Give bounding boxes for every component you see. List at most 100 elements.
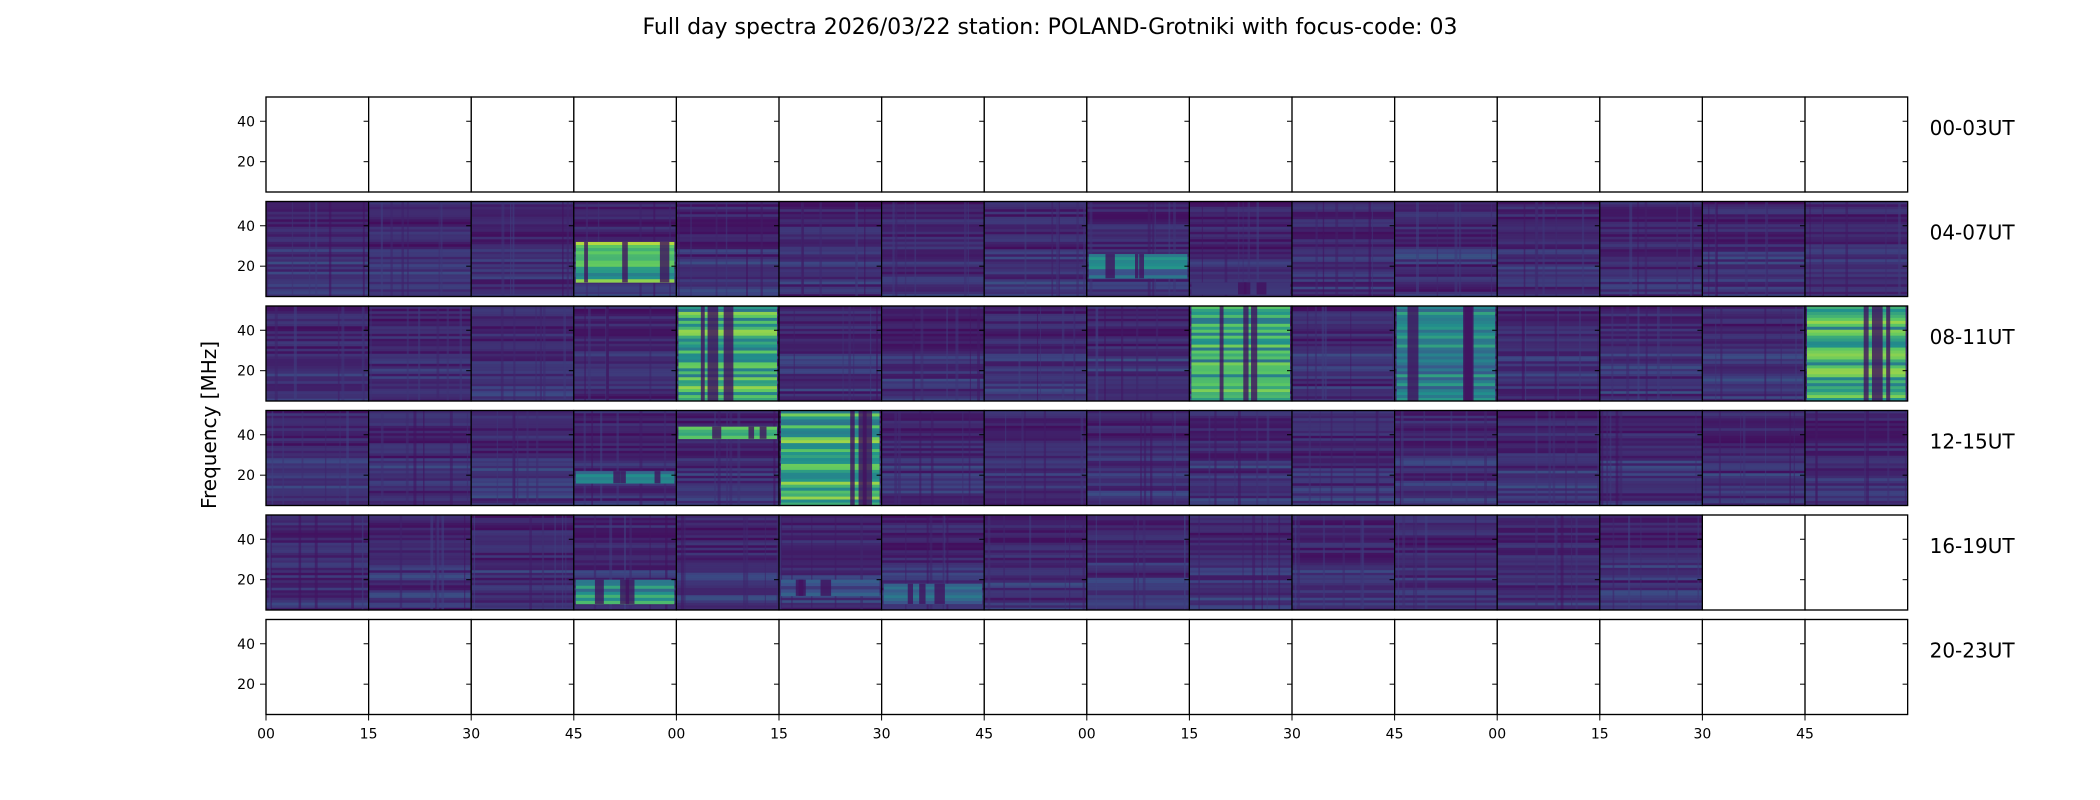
spectrum-band bbox=[471, 517, 574, 521]
spectrum-band bbox=[1394, 540, 1498, 543]
spectrum-band bbox=[1086, 201, 1190, 205]
spectrum-band bbox=[471, 328, 574, 332]
time-streak bbox=[977, 306, 980, 401]
x-tick-label: 30 bbox=[1693, 727, 1711, 743]
spectrum-band bbox=[1292, 393, 1395, 397]
spectrum-band bbox=[471, 450, 574, 454]
spectrum-band bbox=[368, 572, 472, 576]
spectrum-band bbox=[266, 410, 369, 414]
spectrum-band bbox=[1805, 241, 1908, 245]
spectrum-band bbox=[1599, 607, 1703, 611]
burst-cell bbox=[1807, 347, 1906, 351]
spectrum-band bbox=[1805, 244, 1908, 247]
spectrum-band bbox=[368, 269, 472, 272]
spectrum-band bbox=[1702, 393, 1805, 397]
spectrum-band bbox=[779, 597, 882, 601]
time-streak bbox=[894, 410, 898, 506]
spectrum-band bbox=[881, 254, 985, 257]
spectrum-band bbox=[1292, 425, 1395, 429]
spectrum-band bbox=[1805, 271, 1908, 275]
spectrum-band bbox=[881, 515, 985, 518]
spectrum-band bbox=[1805, 425, 1908, 429]
spectrum-band bbox=[1086, 448, 1190, 451]
spectrum-band bbox=[471, 378, 574, 382]
burst-cell bbox=[1807, 314, 1906, 319]
panel-frame bbox=[1291, 618, 1396, 716]
burst-cell bbox=[1396, 359, 1496, 363]
time-streak bbox=[1261, 515, 1263, 610]
spectrum-panel bbox=[1599, 618, 1704, 716]
spectrum-band bbox=[984, 254, 1087, 257]
row-frame bbox=[265, 305, 1909, 402]
spectrum-band bbox=[1292, 358, 1395, 362]
spectrum-band bbox=[779, 294, 882, 297]
time-streak bbox=[1904, 410, 1907, 506]
time-streak bbox=[629, 515, 632, 610]
spectrum-band bbox=[368, 281, 472, 285]
spectrum-band bbox=[1702, 256, 1805, 260]
spectrum-band bbox=[368, 291, 472, 295]
spectrum-band bbox=[984, 595, 1087, 598]
spectrum-band bbox=[984, 445, 1087, 449]
time-streak bbox=[516, 410, 519, 506]
spectrum-band bbox=[984, 515, 1087, 518]
spectrum-band bbox=[1599, 592, 1703, 596]
spectrum-band bbox=[1497, 204, 1600, 207]
time-streak bbox=[1627, 515, 1631, 610]
spectrum-band bbox=[471, 361, 574, 364]
spectrum-band bbox=[1292, 453, 1395, 456]
spectrum-band bbox=[676, 216, 779, 220]
spectrum-band bbox=[881, 520, 985, 523]
spectrum-band bbox=[1805, 473, 1908, 476]
spectrum-band bbox=[1805, 246, 1908, 250]
spectrum-band bbox=[573, 353, 677, 357]
spectrum-band bbox=[1292, 378, 1395, 382]
spectrum-band bbox=[1497, 254, 1600, 257]
burst-cell bbox=[1807, 308, 1906, 313]
spectrum-panel bbox=[1496, 96, 1601, 193]
time-streak bbox=[1308, 410, 1311, 506]
burst-cell bbox=[1807, 335, 1906, 339]
spectrum-band bbox=[1497, 264, 1600, 267]
spectrum-band bbox=[573, 398, 677, 402]
spectrum-band bbox=[266, 498, 369, 501]
spectrum-band bbox=[266, 413, 369, 416]
spectrum-band bbox=[881, 229, 985, 232]
spectrum-band bbox=[881, 216, 985, 220]
spectrum-band bbox=[1599, 289, 1703, 292]
time-streak bbox=[987, 515, 991, 610]
spectrum-band bbox=[1702, 271, 1805, 275]
time-streak bbox=[1397, 515, 1400, 610]
spectrum-band bbox=[881, 373, 985, 377]
spectrum-band bbox=[1497, 326, 1600, 329]
spectrum-band bbox=[1189, 211, 1292, 215]
spectrum-band bbox=[779, 231, 882, 235]
spectrum-band bbox=[984, 547, 1087, 551]
time-streak bbox=[1898, 201, 1901, 297]
time-streak bbox=[1720, 306, 1723, 401]
spectrum-band bbox=[1292, 371, 1395, 374]
time-streak bbox=[746, 201, 748, 297]
spectrum-band bbox=[1394, 413, 1498, 416]
spectrum-band bbox=[1702, 440, 1805, 444]
spectrum-band bbox=[984, 221, 1087, 225]
y-tick-label: 20 bbox=[237, 155, 255, 171]
time-streak bbox=[1415, 515, 1418, 610]
spectrum-band bbox=[1292, 341, 1395, 344]
spectrum-band bbox=[779, 244, 882, 247]
panel-frame bbox=[1701, 514, 1806, 611]
burst-cell bbox=[781, 440, 880, 444]
spectrum-band bbox=[266, 201, 369, 205]
spectrum-band bbox=[1189, 517, 1292, 521]
spectrum-band bbox=[779, 567, 882, 571]
spectrum-band bbox=[1702, 463, 1805, 466]
spectrum-band bbox=[984, 415, 1087, 419]
spectrum-band bbox=[1599, 530, 1703, 533]
burst-cell bbox=[883, 589, 983, 593]
burst-gap bbox=[654, 471, 661, 484]
time-streak bbox=[1237, 201, 1240, 297]
spectrum-band bbox=[1599, 313, 1703, 317]
spectrum-band bbox=[779, 537, 882, 541]
spectrum-band bbox=[1599, 580, 1703, 583]
row-frame bbox=[265, 409, 1909, 507]
